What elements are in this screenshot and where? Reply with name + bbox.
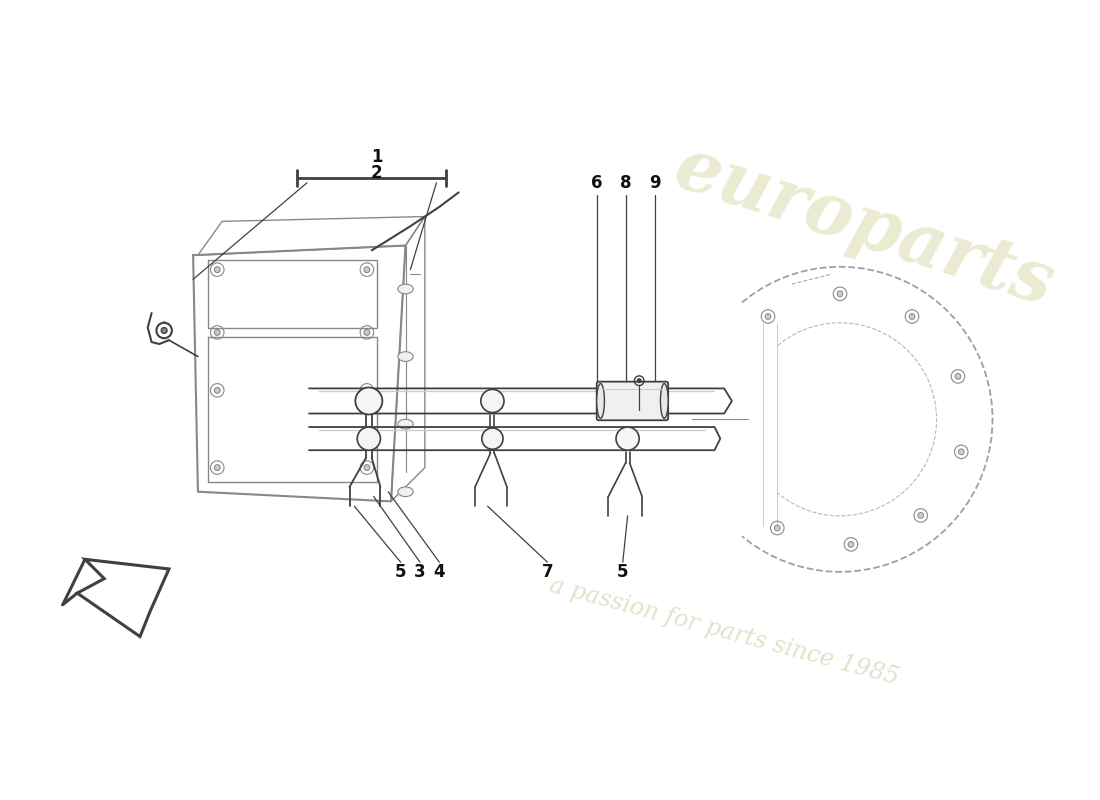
Ellipse shape [398, 284, 414, 294]
Ellipse shape [398, 419, 414, 429]
Text: 4: 4 [433, 563, 446, 581]
Text: a passion for parts since 1985: a passion for parts since 1985 [547, 574, 901, 690]
Circle shape [214, 387, 220, 394]
Ellipse shape [398, 487, 414, 497]
Circle shape [364, 387, 370, 394]
Circle shape [482, 428, 503, 450]
Circle shape [637, 378, 641, 382]
Circle shape [837, 291, 843, 297]
Circle shape [214, 266, 220, 273]
Circle shape [616, 427, 639, 450]
Circle shape [355, 387, 383, 414]
Circle shape [774, 525, 780, 531]
Text: 5: 5 [395, 563, 406, 581]
Circle shape [766, 314, 771, 319]
Circle shape [958, 449, 965, 454]
Circle shape [917, 513, 924, 518]
Circle shape [364, 465, 370, 470]
Circle shape [955, 374, 961, 379]
Circle shape [214, 465, 220, 470]
Text: 9: 9 [649, 174, 660, 192]
Text: europarts: europarts [666, 131, 1063, 321]
Circle shape [364, 330, 370, 335]
Text: 3: 3 [415, 563, 426, 581]
Text: 1: 1 [371, 148, 383, 166]
Ellipse shape [660, 383, 668, 418]
Circle shape [481, 390, 504, 413]
Circle shape [848, 542, 854, 547]
Circle shape [214, 330, 220, 335]
Ellipse shape [398, 352, 414, 362]
Text: 6: 6 [591, 174, 603, 192]
Text: 2: 2 [371, 164, 383, 182]
Polygon shape [77, 559, 169, 637]
Text: 8: 8 [620, 174, 631, 192]
Text: 5: 5 [617, 563, 628, 581]
Ellipse shape [596, 383, 604, 418]
Circle shape [909, 314, 915, 319]
FancyBboxPatch shape [596, 382, 668, 420]
Text: 7: 7 [541, 563, 553, 581]
Circle shape [162, 327, 167, 334]
Circle shape [358, 427, 381, 450]
Circle shape [364, 266, 370, 273]
